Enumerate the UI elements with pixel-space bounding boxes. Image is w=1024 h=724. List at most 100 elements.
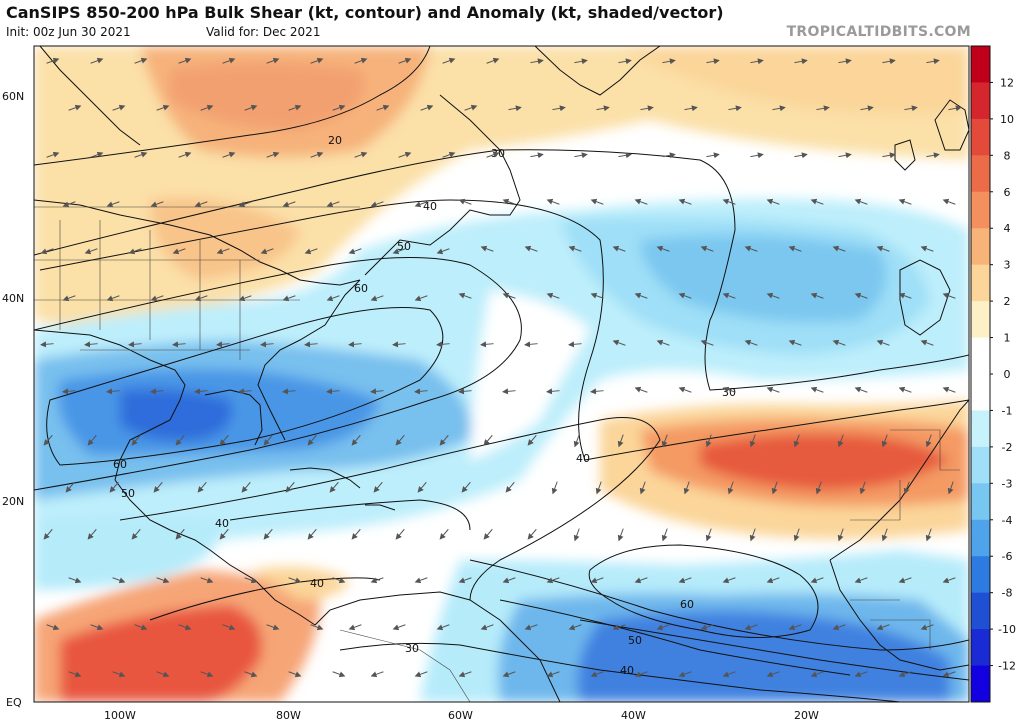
wind-vector-arrow [392, 341, 406, 348]
wind-vector-arrow [304, 341, 318, 348]
wind-vector-arrow [156, 671, 170, 678]
wind-vector-arrow [458, 577, 472, 584]
wind-vector-arrow [527, 434, 537, 446]
wind-vector-arrow [530, 58, 544, 65]
wind-vector-arrow [573, 434, 580, 448]
wind-vector-arrow [282, 201, 296, 208]
wind-vector-arrow [68, 104, 82, 111]
wind-vector-arrow [46, 151, 60, 158]
wind-vector-arrow [326, 295, 340, 302]
wind-vector-arrow [238, 388, 252, 395]
wind-vector-arrow [307, 434, 317, 446]
wind-vector-arrow [750, 152, 764, 159]
wind-vector-arrow [480, 624, 494, 631]
colorbar-segment [971, 191, 990, 229]
colorbar-segment [971, 46, 990, 83]
wind-vector-arrow [172, 341, 186, 348]
wind-vector-arrow [617, 528, 624, 542]
wind-vector-arrow [810, 198, 824, 205]
contour-label: 40 [423, 200, 437, 213]
wind-vector-arrow [568, 624, 582, 631]
wind-vector-arrow [815, 481, 822, 495]
wind-vector-arrow [112, 577, 126, 584]
wind-vector-arrow [662, 58, 676, 65]
wind-vector-arrow [876, 624, 890, 631]
wind-vector-arrow [200, 671, 214, 678]
colorbar-segment [971, 118, 990, 156]
wind-vector-arrow [634, 577, 648, 584]
wind-vector-arrow [722, 671, 736, 678]
lat-label: 60N [2, 90, 24, 103]
wind-vector-arrow [766, 198, 780, 205]
colorbar-segment [971, 446, 990, 484]
wind-vector-arrow [898, 198, 912, 205]
wind-vector-arrow [370, 295, 384, 302]
wind-vector-arrow [838, 152, 852, 159]
valid-time-label: Valid for: Dec 2021 [206, 25, 321, 39]
wind-vector-arrow [502, 577, 516, 584]
contour-label: 20 [328, 134, 342, 147]
wind-vector-arrow [398, 151, 412, 158]
wind-vector-arrow [216, 341, 230, 348]
wind-vector-arrow [904, 105, 918, 112]
colorbar-segment [971, 374, 990, 411]
wind-vector-arrow [417, 481, 427, 493]
anomaly-shading [34, 46, 969, 702]
wind-vector-arrow [175, 528, 185, 540]
wind-vector-arrow [40, 341, 54, 348]
wind-vector-arrow [420, 104, 434, 111]
wind-vector-arrow [546, 577, 560, 584]
lon-label: 40W [621, 709, 646, 722]
colorbar-segment [971, 410, 990, 448]
wind-vector-arrow [442, 151, 456, 158]
wind-vector-arrow [678, 292, 692, 299]
wind-vector-arrow [881, 434, 888, 448]
wind-vector-arrow [793, 528, 800, 542]
wind-vector-arrow [84, 248, 98, 255]
wind-vector-arrow [882, 152, 896, 159]
wind-vector-arrow [354, 151, 368, 158]
wind-vector-arrow [524, 624, 538, 631]
wind-vector-arrow [722, 292, 736, 299]
wind-vector-arrow [524, 341, 538, 348]
wind-vector-arrow [678, 577, 692, 584]
wind-vector-arrow [436, 341, 450, 348]
wind-vector-arrow [134, 624, 148, 631]
wind-vector-arrow [634, 198, 648, 205]
wind-vector-arrow [222, 624, 236, 631]
contour-label: 30 [405, 642, 419, 655]
wind-vector-arrow [84, 341, 98, 348]
colorbar-segment [971, 629, 990, 667]
wind-vector-arrow [194, 388, 208, 395]
wind-vector-arrow [150, 295, 164, 302]
map-frame [33, 45, 970, 703]
wind-vector-arrow [788, 624, 802, 631]
wind-vector-arrow [502, 388, 516, 395]
wind-vector-arrow [150, 388, 164, 395]
wind-vector-arrow [90, 57, 104, 64]
wind-vector-arrow [590, 292, 604, 299]
wind-vector-arrow [332, 577, 346, 584]
wind-vector-arrow [661, 434, 668, 448]
colorbar-label: -10 [998, 623, 1016, 636]
wind-vector-arrow [678, 386, 692, 393]
wind-vector-arrow [590, 577, 604, 584]
wind-vector-arrow [68, 577, 82, 584]
wind-vector-arrow [661, 528, 668, 542]
wind-vector-arrow [480, 341, 494, 348]
wind-vector-arrow [634, 671, 648, 678]
wind-vector-arrow [458, 671, 472, 678]
wind-vector-arrow [788, 245, 802, 252]
wind-vector-arrow [926, 152, 940, 159]
wind-vector-arrow [282, 388, 296, 395]
wind-vector-arrow [832, 339, 846, 346]
wind-vector-arrow [326, 201, 340, 208]
wind-vector-arrow [706, 58, 720, 65]
wind-vector-arrow [876, 339, 890, 346]
wind-vector-arrow [766, 671, 780, 678]
wind-vector-arrow [134, 57, 148, 64]
wind-vector-arrow [458, 198, 472, 205]
wind-vector-arrow [62, 388, 76, 395]
wind-vector-arrow [574, 152, 588, 159]
